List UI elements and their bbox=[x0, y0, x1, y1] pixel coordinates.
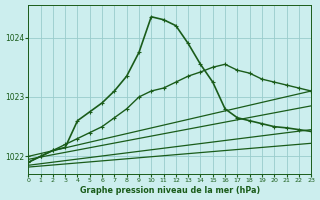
X-axis label: Graphe pression niveau de la mer (hPa): Graphe pression niveau de la mer (hPa) bbox=[80, 186, 260, 195]
